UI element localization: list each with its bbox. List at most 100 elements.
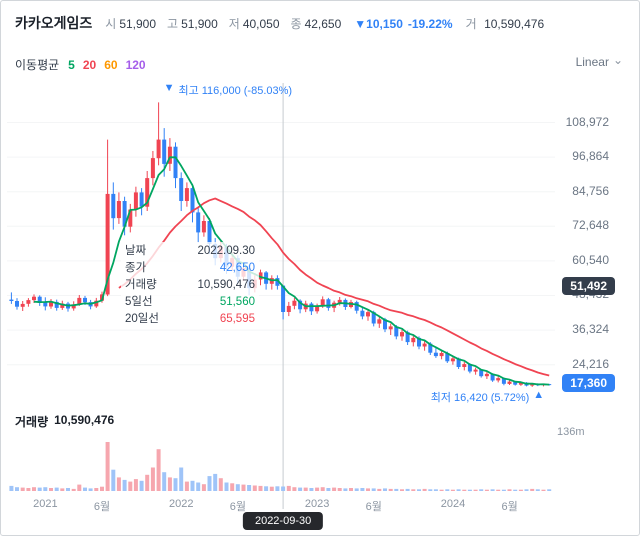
ma-period-120[interactable]: 120 xyxy=(125,58,146,72)
volume-bar xyxy=(286,485,291,491)
candle-body xyxy=(281,285,286,312)
candle-body xyxy=(207,221,212,244)
candle-body xyxy=(60,303,65,308)
chart-canvas[interactable] xyxy=(7,81,555,511)
ohlc-field: 고 51,900 xyxy=(167,15,218,32)
x-axis-label: 2022 xyxy=(169,498,194,510)
volume-bar xyxy=(535,489,540,491)
candle-body xyxy=(366,312,370,317)
ma-period-20[interactable]: 20 xyxy=(82,58,97,72)
candle-body xyxy=(167,146,172,164)
candle-body xyxy=(518,382,523,385)
volume-bar xyxy=(162,472,167,491)
volume-bar xyxy=(252,485,257,491)
high-annotation-text: 최고 116,000 (-85.03%) xyxy=(178,85,293,97)
ohlc-field-value: 40,050 xyxy=(242,17,280,31)
candle-body xyxy=(83,297,87,303)
candle-body xyxy=(184,188,189,201)
volume-bar xyxy=(230,483,235,491)
candle-body xyxy=(32,296,36,301)
volume-bar xyxy=(456,489,461,491)
candle-body xyxy=(496,378,501,381)
volume-bar xyxy=(445,489,450,491)
volume-bar xyxy=(60,488,65,491)
candle-body xyxy=(479,369,484,377)
candle-body xyxy=(37,296,42,303)
ma-period-5[interactable]: 5 xyxy=(68,58,75,72)
volume-bar xyxy=(360,488,365,491)
x-axis-label: 6월 xyxy=(501,501,518,513)
candle-body xyxy=(411,337,416,343)
candle-body xyxy=(94,300,99,307)
tooltip-row-label: 20일선 xyxy=(125,313,159,325)
volume-bar xyxy=(513,489,518,491)
candle-body xyxy=(428,343,433,353)
ohlc-field-label: 종 xyxy=(290,17,302,31)
ma-periods: 5 20 60 120 xyxy=(68,58,145,72)
candle-body xyxy=(315,305,320,312)
candle-body xyxy=(439,353,444,357)
volume-bar xyxy=(484,489,489,491)
ma20-line xyxy=(118,197,550,377)
volume-bar xyxy=(366,488,370,491)
volume-bar xyxy=(122,479,127,491)
candle-body xyxy=(433,352,438,357)
volume-bar xyxy=(394,488,399,491)
candle-body xyxy=(309,303,314,312)
ma-period-60[interactable]: 60 xyxy=(104,58,118,72)
volume-bar xyxy=(156,449,161,491)
candle-body xyxy=(467,364,472,372)
ohlc-field: 저 40,050 xyxy=(229,15,280,32)
candle-body xyxy=(150,158,155,179)
volume-bar xyxy=(309,488,314,491)
candle-body xyxy=(20,303,25,307)
volume-bar xyxy=(337,488,342,491)
y-axis-label: 84,756 xyxy=(572,183,609,198)
volume-bar xyxy=(269,486,274,491)
candle-body xyxy=(422,343,427,347)
tooltip-row-value: 42,650 xyxy=(219,262,255,274)
volume-bar xyxy=(145,474,150,491)
volume-bar xyxy=(450,489,455,491)
volume-bar xyxy=(496,489,501,491)
volume-bar xyxy=(37,487,42,491)
crosshair-date-pill: 2022-09-30 xyxy=(242,512,324,530)
y-axis-label: 36,324 xyxy=(572,322,609,337)
high-marker-icon: ▼ xyxy=(163,82,175,94)
volume-bar xyxy=(224,482,229,491)
scale-selector[interactable]: Linear ⌄ xyxy=(576,53,623,69)
x-axis-label: 6월 xyxy=(93,501,111,513)
ohlc-field-value: 51,900 xyxy=(119,17,157,31)
candle-body xyxy=(360,310,365,317)
header-volume-value: 10,590,476 xyxy=(484,17,545,31)
candle-body xyxy=(190,188,195,213)
candle-body xyxy=(122,201,127,227)
candle-body xyxy=(388,326,393,330)
volume-bar xyxy=(190,480,195,491)
candle-body xyxy=(111,193,116,219)
candle-body xyxy=(337,299,342,303)
volume-bar xyxy=(473,489,478,491)
candle-body xyxy=(49,301,53,307)
candle-body xyxy=(133,192,138,210)
candle-body xyxy=(405,332,410,343)
candle-body xyxy=(258,272,263,280)
volume-bar xyxy=(292,487,297,491)
crosshair-tooltip: 날짜 2022.09.30 종가 42,650 거래량 10,590,476 5일선 51,5… xyxy=(121,242,259,329)
volume-bar xyxy=(54,487,59,491)
candle-body xyxy=(484,373,489,377)
candle-body xyxy=(394,326,399,337)
volume-bar xyxy=(128,481,133,491)
volume-bar xyxy=(150,467,155,491)
volume-bar xyxy=(332,487,337,491)
high-annotation: ▼ 최고 116,000 (-85.03%) xyxy=(164,82,293,98)
candle-body xyxy=(298,300,303,310)
volume-bar xyxy=(530,488,535,491)
candle-body xyxy=(156,139,161,159)
volume-bar xyxy=(303,487,308,491)
candle-body xyxy=(77,297,82,305)
low-annotation-text: 최저 16,420 (5.72%) xyxy=(430,392,530,404)
volume-bar xyxy=(377,488,382,491)
volume-bar xyxy=(501,489,506,491)
volume-bar xyxy=(241,484,246,491)
